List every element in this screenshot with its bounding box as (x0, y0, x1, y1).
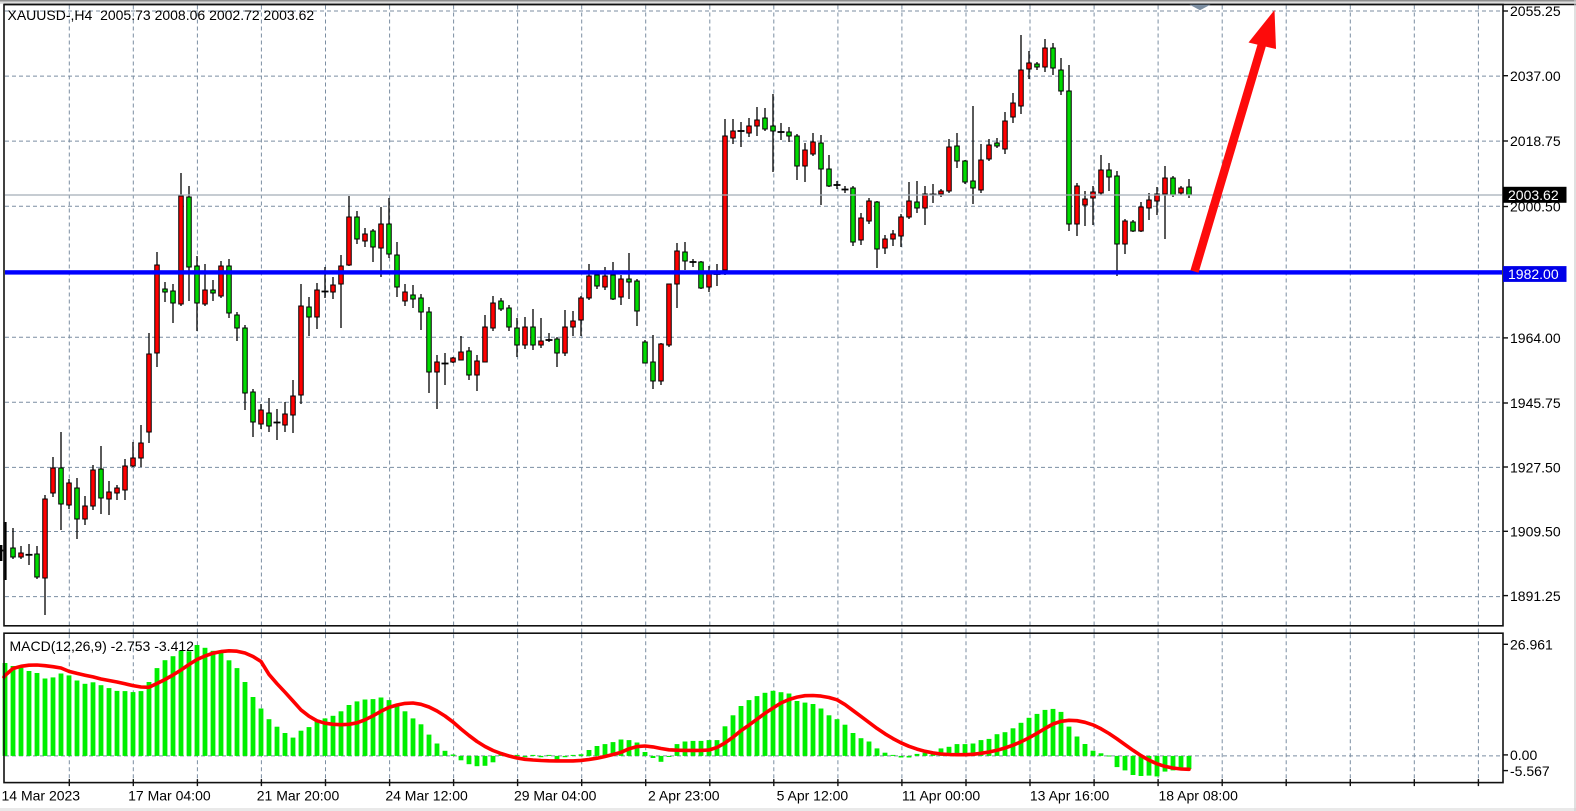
svg-text:29 Mar 04:00: 29 Mar 04:00 (514, 787, 597, 803)
svg-text:2018.75: 2018.75 (1510, 133, 1561, 149)
svg-text:1891.25: 1891.25 (1510, 588, 1561, 604)
svg-text:5 Apr 12:00: 5 Apr 12:00 (777, 787, 849, 803)
svg-text:1927.50: 1927.50 (1510, 459, 1561, 475)
svg-text:14 Mar 2023: 14 Mar 2023 (1, 787, 80, 803)
svg-text:21 Mar 20:00: 21 Mar 20:00 (257, 787, 340, 803)
svg-text:1909.50: 1909.50 (1510, 524, 1561, 540)
svg-text:13 Apr 16:00: 13 Apr 16:00 (1030, 787, 1110, 803)
svg-text:17 Mar 04:00: 17 Mar 04:00 (128, 787, 211, 803)
svg-text:24 Mar 12:00: 24 Mar 12:00 (385, 787, 468, 803)
svg-text:2003.62: 2003.62 (1508, 187, 1559, 203)
svg-text:XAUUSD-,H4 2005.73 2008.06 20: XAUUSD-,H4 2005.73 2008.06 2002.72 2003.… (8, 7, 315, 23)
svg-text:26.961: 26.961 (1510, 637, 1553, 653)
svg-text:11 Apr 00:00: 11 Apr 00:00 (902, 787, 981, 803)
svg-text:1982.00: 1982.00 (1508, 266, 1559, 282)
svg-text:1964.00: 1964.00 (1510, 330, 1561, 346)
svg-text:18 Apr 08:00: 18 Apr 08:00 (1158, 787, 1238, 803)
svg-text:-5.567: -5.567 (1510, 763, 1550, 779)
svg-text:2055.25: 2055.25 (1510, 3, 1561, 19)
svg-text:MACD(12,26,9) -2.753 -3.412: MACD(12,26,9) -2.753 -3.412 (10, 638, 195, 654)
svg-text:2037.00: 2037.00 (1510, 68, 1561, 84)
svg-text:1945.75: 1945.75 (1510, 395, 1561, 411)
svg-text:0.00: 0.00 (1510, 747, 1537, 763)
svg-text:2 Apr 23:00: 2 Apr 23:00 (648, 787, 720, 803)
